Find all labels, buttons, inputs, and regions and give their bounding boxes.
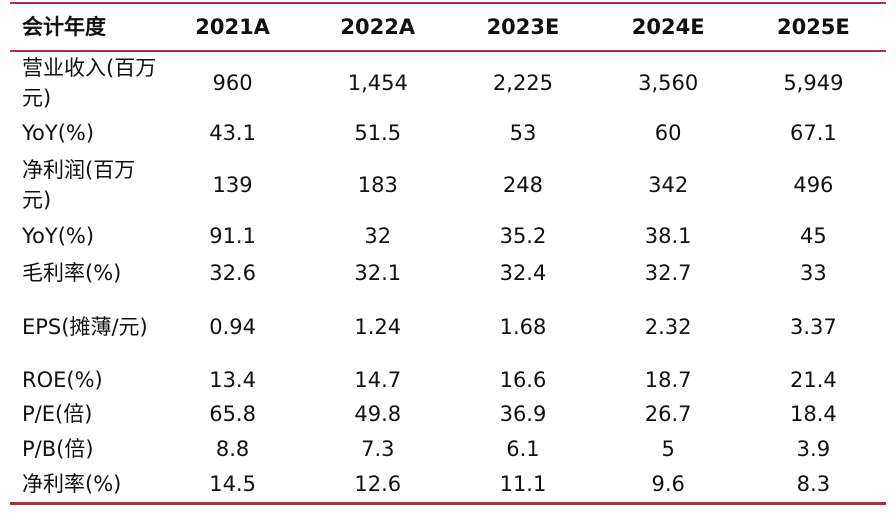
cell: 3,560 [638,71,699,95]
row-label: 净利率(%) [22,471,122,496]
table-row: P/B(倍) 8.8 7.3 6.1 5 3.9 [10,431,886,466]
header-cell: 2025E [740,3,886,52]
header-cell: 会计年度 [10,3,160,52]
cell: 496 [793,172,834,197]
row-label: 营业收入(百万元) [22,56,157,110]
table-row: 毛利率(%) 32.6 32.1 32.4 32.7 33 [10,254,886,291]
table-container: 会计年度 2021A 2022A 2023E 2024E 2025E 营业收入(百万元) 9… [10,2,886,505]
cell: 2,225 [492,71,554,95]
cell: 26.7 [644,401,692,426]
row-label: 净利润(百万元) [22,157,136,212]
cell: 45 [800,224,827,248]
cell: 11.1 [499,471,547,496]
cell: 1,454 [347,71,408,95]
cell: 8.3 [796,471,831,496]
cell: 14.7 [354,367,402,392]
financial-table: 会计年度 2021A 2022A 2023E 2024E 2025E 营业收入(百万元) 9… [10,2,886,505]
cell: 7.3 [361,436,395,461]
cell: 3.37 [789,315,837,339]
table-row: 营业收入(百万元) 960 1,454 2,225 3,560 5,949 [10,51,886,114]
cell: 8.8 [215,436,250,461]
cell: 14.5 [209,471,256,496]
row-label: ROE(%) [22,367,103,392]
cell: 0.94 [209,315,256,339]
cell: 91.1 [209,224,256,248]
row-label: EPS(摊薄/元) [22,315,148,339]
cell: 1.24 [354,315,402,339]
cell: 9.6 [651,471,685,496]
table-row: 净利润(百万元) 139 183 248 342 496 [10,151,886,218]
row-label: YoY(%) [22,120,95,145]
table-row: 净利率(%) 14.5 12.6 11.1 9.6 8.3 [10,466,886,503]
cell: 12.6 [354,471,402,496]
cell: 43.1 [209,120,256,145]
header-cell: 2022A [305,3,451,52]
row-label: P/B(倍) [22,436,94,461]
header-row: 会计年度 2021A 2022A 2023E 2024E 2025E [10,3,886,52]
cell: 33 [800,260,827,285]
row-label: YoY(%) [22,224,95,248]
cell: 32.7 [644,260,692,285]
cell: 6.1 [506,436,540,461]
cell: 67.1 [789,120,837,145]
cell: 248 [502,172,544,197]
table-row: YoY(%) 91.1 32 35.2 38.1 45 [10,218,886,254]
cell: 21.4 [789,367,837,392]
cell: 342 [648,172,689,197]
cell: 32.6 [209,260,256,285]
cell: 960 [212,71,253,95]
cell: 60 [654,120,682,145]
header-cell: 2023E [450,3,596,52]
cell: 16.6 [499,367,547,392]
cell: 32.4 [499,260,547,285]
cell: 1.68 [499,315,547,339]
cell: 49.8 [354,401,402,426]
cell: 32.1 [354,260,402,285]
header-cell: 2024E [595,3,741,52]
cell: 53 [509,120,537,145]
cell: 35.2 [499,224,547,248]
cell: 183 [357,172,398,197]
row-label: 毛利率(%) [22,260,122,285]
cell: 13.4 [209,367,256,392]
table-row: EPS(摊薄/元) 0.94 1.24 1.68 2.32 3.37 [10,291,886,363]
table-body: 营业收入(百万元) 960 1,454 2,225 3,560 5,949 YoY(%) 43… [10,51,886,503]
cell: 36.9 [499,401,547,426]
cell: 5,949 [783,71,844,95]
cell: 18.7 [644,367,692,392]
table-row: P/E(倍) 65.8 49.8 36.9 26.7 18.4 [10,396,886,431]
cell: 65.8 [209,401,256,426]
cell: 3.9 [796,436,831,461]
cell: 5 [661,436,675,461]
cell: 32 [364,224,392,248]
cell: 38.1 [644,224,692,248]
cell: 51.5 [354,120,402,145]
table-row: ROE(%) 13.4 14.7 16.6 18.7 21.4 [10,363,886,396]
cell: 2.32 [644,315,692,339]
row-label: P/E(倍) [22,401,93,426]
table-row: YoY(%) 43.1 51.5 53 60 67.1 [10,114,886,151]
cell: 18.4 [789,401,837,426]
cell: 139 [212,172,253,197]
header-cell: 2021A [160,3,306,52]
